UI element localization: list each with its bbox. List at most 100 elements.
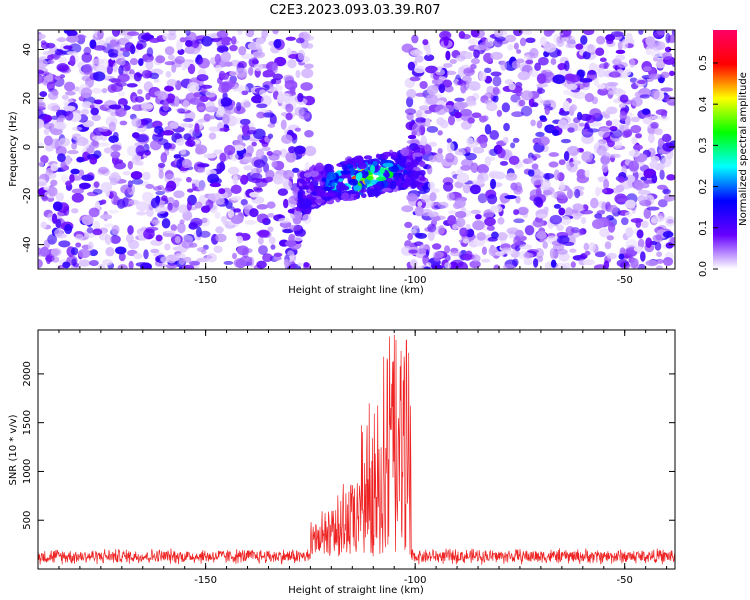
heatmap-cell [481, 246, 488, 255]
heatmap-cell [554, 262, 567, 269]
heatmap-cell [661, 133, 672, 143]
heatmap-cell [314, 198, 325, 204]
heatmap-cell [43, 135, 53, 146]
heatmap-cell [505, 172, 518, 181]
heatmap-cell [250, 172, 263, 181]
heatmap-cell [63, 30, 70, 34]
heatmap-cell [542, 173, 555, 180]
heatmap-cell [149, 38, 161, 44]
heatmap-cell [502, 250, 515, 255]
heatmap-cell [54, 228, 63, 237]
heatmap-cell [273, 252, 283, 257]
heatmap-cell [427, 181, 436, 190]
heatmap-cell [255, 166, 263, 174]
heatmap-cell [563, 151, 570, 162]
heatmap-cell [80, 87, 93, 98]
heatmap-cell [410, 228, 417, 234]
heatmap-cell [487, 193, 498, 205]
heatmap-cell [499, 160, 509, 166]
heatmap-cell [179, 123, 190, 128]
heatmap-cell [661, 156, 672, 168]
heatmap-cell [135, 145, 146, 157]
heatmap-cell [491, 231, 499, 239]
heatmap-cell [379, 167, 385, 174]
heatmap-cell [287, 59, 297, 69]
heatmap-cell [459, 227, 469, 237]
heatmap-cell [458, 30, 466, 39]
heatmap-cell [304, 129, 314, 138]
heatmap-cell [270, 78, 277, 85]
heatmap-cell [640, 251, 646, 262]
heatmap-cell [492, 86, 500, 95]
heatmap-cell [168, 143, 176, 150]
heatmap-cell [73, 86, 81, 92]
heatmap-cell [47, 234, 58, 245]
heatmap-cell [537, 56, 549, 66]
heatmap-cell [45, 254, 52, 265]
heatmap-cell [501, 102, 511, 113]
heatmap-cell [285, 240, 297, 247]
heatmap-cell [79, 182, 91, 190]
heatmap-cell [176, 159, 182, 169]
heatmap-cell [659, 116, 670, 121]
heatmap-cell [596, 145, 607, 156]
heatmap-cell [427, 211, 439, 218]
heatmap-cell [637, 238, 645, 249]
heatmap-cell [152, 186, 162, 191]
heatmap-cell [370, 164, 376, 174]
heatmap-cell [266, 201, 276, 209]
heatmap-cell [243, 101, 251, 108]
heatmap-cell [446, 192, 455, 201]
heatmap-cell [360, 169, 369, 179]
heatmap-cell [143, 249, 149, 260]
heatmap-cell [205, 90, 217, 98]
heatmap-cell [215, 64, 222, 73]
heatmap-cell [523, 54, 531, 60]
heatmap-cell [645, 237, 653, 249]
heatmap-cell [244, 219, 257, 225]
colorbar-label: Normalized spectral amplitude [738, 72, 749, 226]
heatmap-cell [418, 244, 427, 255]
heatmap-cell [654, 241, 662, 251]
heatmap-cell [300, 82, 313, 91]
heatmap-cell [656, 30, 667, 36]
heatmap-cell [583, 30, 595, 36]
heatmap-cell [196, 247, 207, 252]
heatmap-cell [528, 69, 539, 78]
heatmap-cell [596, 210, 606, 215]
snr-panel: -150 -100 -50 500 1000 1500 2000 Height of st… [8, 329, 676, 596]
heatmap-cell [489, 148, 498, 157]
heatmap-cell [75, 233, 84, 241]
heatmap-cell [476, 135, 488, 144]
heatmap-cell [668, 70, 675, 77]
colorbar-tick-label: 0.2 [698, 179, 709, 195]
snr-y-ticks: 500 1000 1500 2000 [22, 361, 675, 530]
heatmap-cell [153, 78, 160, 83]
heatmap-cell [460, 83, 467, 94]
heatmap-cell [523, 252, 534, 259]
heatmap-cell [143, 228, 155, 240]
heatmap-cell [93, 45, 106, 51]
heatmap-cell [174, 133, 182, 140]
x-tick-label: -100 [404, 275, 427, 286]
heatmap-cell [273, 255, 282, 261]
heatmap-cell [423, 266, 432, 269]
heatmap-cell [195, 144, 208, 155]
heatmap-cell [382, 151, 392, 157]
heatmap-cell [523, 258, 533, 266]
heatmap-cell [297, 262, 303, 267]
heatmap-cell [218, 188, 226, 195]
heatmap-cell [484, 67, 492, 74]
heatmap-cell [137, 88, 143, 95]
heatmap-cell [110, 151, 121, 159]
heatmap-cell [463, 254, 472, 261]
y-tick-label: 1500 [22, 410, 33, 435]
heatmap-cell [72, 126, 83, 131]
heatmap-cell [187, 63, 196, 75]
heatmap-cell [133, 253, 143, 260]
heatmap-cell [267, 226, 274, 233]
heatmap-cell [205, 101, 216, 111]
heatmap-cell [89, 156, 98, 165]
heatmap-cell [63, 205, 70, 216]
heatmap-cell [145, 183, 155, 189]
